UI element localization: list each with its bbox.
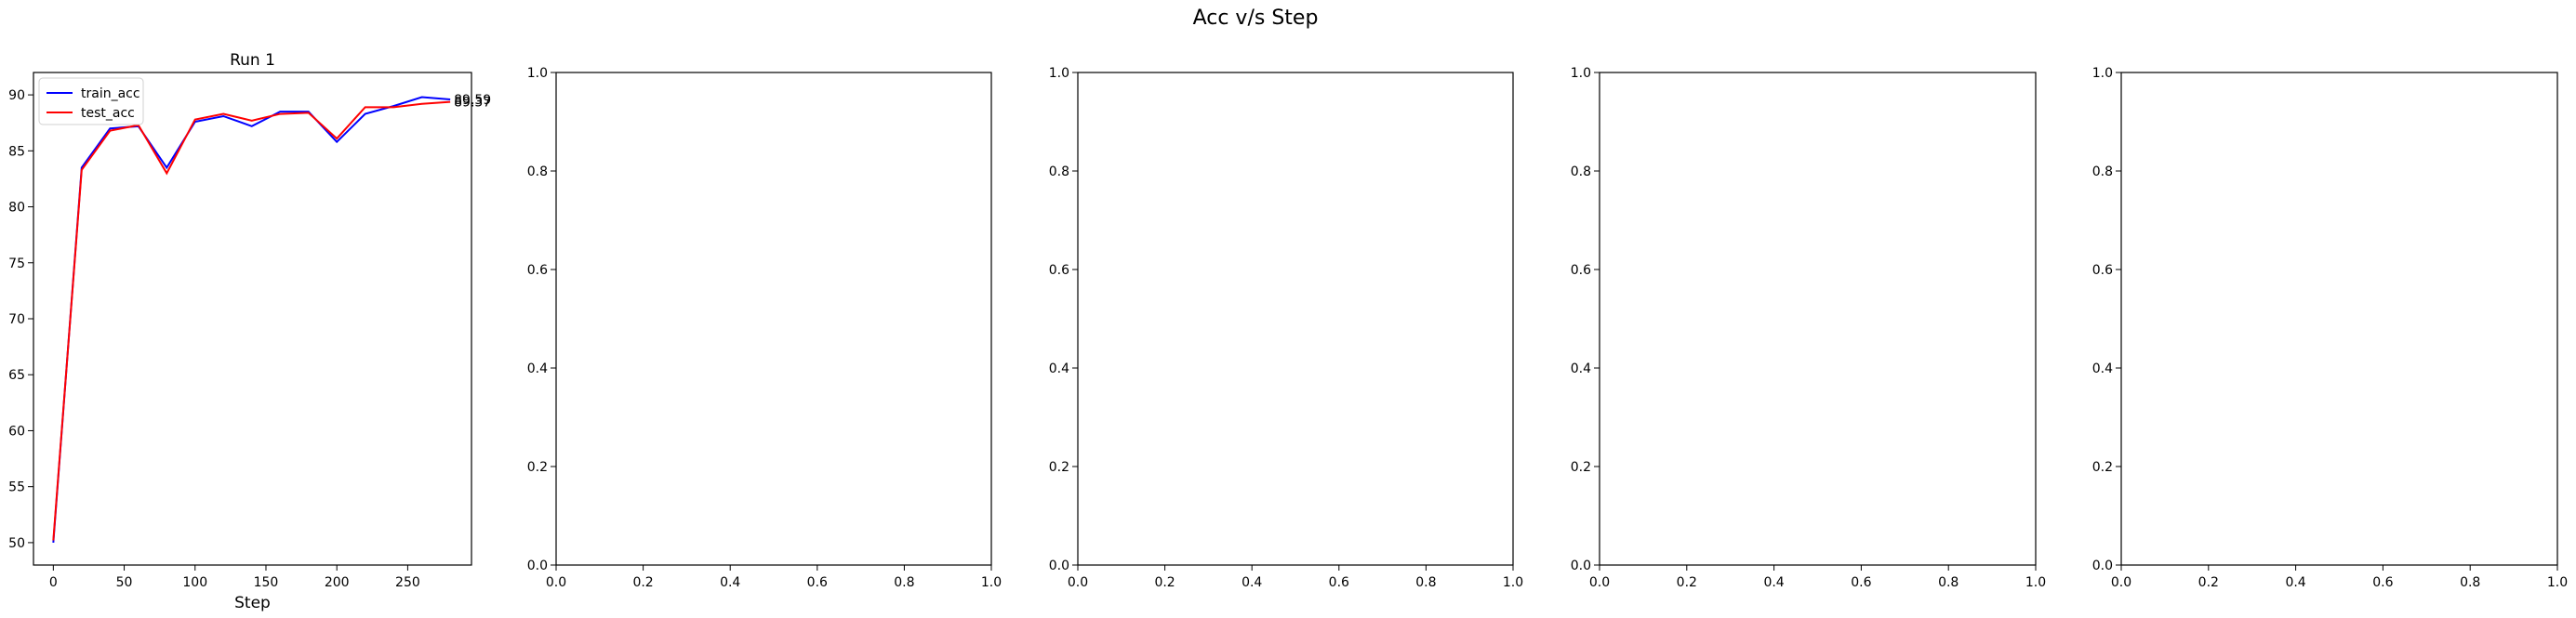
y-tick-label: 0.0 xyxy=(527,559,548,573)
y-tick-label: 1.0 xyxy=(527,66,548,81)
y-tick-label: 55 xyxy=(8,480,25,495)
x-tick-label: 0.6 xyxy=(1329,575,1349,590)
y-tick-label: 0.2 xyxy=(2092,460,2113,475)
x-tick-label: 100 xyxy=(182,575,207,590)
y-tick-label: 90 xyxy=(8,88,25,103)
x-tick-label: 0.6 xyxy=(807,575,828,590)
y-tick-label: 50 xyxy=(8,536,25,551)
x-tick-label: 0.0 xyxy=(2111,575,2131,590)
x-tick-label: 0.8 xyxy=(2460,575,2480,590)
x-axis-label: Step xyxy=(234,594,271,612)
series-line-test_acc xyxy=(52,100,451,541)
y-tick-label: 0.4 xyxy=(1049,362,1069,376)
y-tick-label: 0.6 xyxy=(1571,263,1591,278)
x-tick-label: 0.0 xyxy=(546,575,566,590)
y-tick-label: 0.0 xyxy=(1049,559,1069,573)
y-tick-label: 0.0 xyxy=(1571,559,1591,573)
y-tick-label: 0.2 xyxy=(1049,460,1069,475)
x-tick-label: 0.8 xyxy=(1938,575,1959,590)
y-tick-label: 1.0 xyxy=(1571,66,1591,81)
series-line-train_acc xyxy=(52,96,451,543)
x-tick-label: 0.4 xyxy=(720,575,740,590)
y-tick-label: 0.8 xyxy=(2092,164,2113,179)
y-tick-label: 75 xyxy=(8,256,25,271)
y-tick-label: 1.0 xyxy=(2092,66,2113,81)
x-tick-label: 1.0 xyxy=(2547,575,2568,590)
y-tick-label: 0.8 xyxy=(1571,164,1591,179)
x-tick-label: 0.6 xyxy=(1851,575,1871,590)
panel-5: 0.0 0.2 0.4 0.6 0.8 1.0 0.0 0.2 0.4 0.6 0.8 1.0 xyxy=(2092,66,2568,590)
x-tick-label: 200 xyxy=(325,575,350,590)
x-tick-label: 0.4 xyxy=(1242,575,1262,590)
x-tick-label: 0.0 xyxy=(1068,575,1088,590)
x-tick-label: 1.0 xyxy=(2025,575,2046,590)
end-value-label-test_acc: 89.37 xyxy=(454,96,491,111)
panel-title: Run 1 xyxy=(230,51,275,70)
x-tick-label: 1.0 xyxy=(1503,575,1523,590)
x-tick-label: 250 xyxy=(395,575,420,590)
axes-frame xyxy=(2120,72,2558,566)
x-tick-label: 50 xyxy=(116,575,133,590)
x-tick-label: 1.0 xyxy=(981,575,1002,590)
x-tick-label: 150 xyxy=(254,575,279,590)
x-tick-label: 0.2 xyxy=(632,575,653,590)
y-tick-label: 1.0 xyxy=(1049,66,1069,81)
x-tick-label: 0.2 xyxy=(1677,575,1697,590)
end-value-label-train_acc: 89.59 xyxy=(454,93,491,108)
y-tick-label: 65 xyxy=(8,368,25,383)
y-tick-label: 70 xyxy=(8,312,25,327)
y-tick-label: 0.4 xyxy=(1571,362,1591,376)
x-tick-label: 0.6 xyxy=(2372,575,2393,590)
y-tick-label: 85 xyxy=(8,144,25,159)
legend: train_acc test_acc xyxy=(38,77,144,125)
y-tick-label: 0.2 xyxy=(527,460,548,475)
panels: 0 50 100 150 200 250 50 55 60 65 70 75 80 85 90 Run 1 St… xyxy=(8,51,2568,612)
y-tick-label: 0.4 xyxy=(527,362,548,376)
figure-title: Acc v/s Step xyxy=(1193,7,1319,30)
x-tick-label: 0.8 xyxy=(894,575,914,590)
y-tick-label: 0.0 xyxy=(2092,559,2113,573)
legend-label-train_acc: train_acc xyxy=(81,86,140,101)
x-tick-label: 0.8 xyxy=(1415,575,1436,590)
axes-frame xyxy=(1599,72,2037,566)
y-tick-label: 0.8 xyxy=(527,164,548,179)
legend-label-test_acc: test_acc xyxy=(81,106,135,121)
x-tick-label: 0 xyxy=(49,575,58,590)
x-tick-label: 0.2 xyxy=(2198,575,2219,590)
panel-3: 0.0 0.2 0.4 0.6 0.8 1.0 0.0 0.2 0.4 0.6 0.8 1.0 xyxy=(1049,66,1523,590)
y-tick-label: 80 xyxy=(8,201,25,216)
y-tick-label: 0.6 xyxy=(2092,263,2113,278)
x-tick-label: 0.0 xyxy=(1589,575,1610,590)
axes-frame xyxy=(555,72,992,566)
y-tick-label: 60 xyxy=(8,424,25,439)
panel-4: 0.0 0.2 0.4 0.6 0.8 1.0 0.0 0.2 0.4 0.6 0.8 1.0 xyxy=(1571,66,2046,590)
y-tick-label: 0.6 xyxy=(1049,263,1069,278)
axes-frame xyxy=(1077,72,1514,566)
x-tick-label: 0.4 xyxy=(2285,575,2305,590)
y-tick-label: 0.2 xyxy=(1571,460,1591,475)
x-tick-label: 0.4 xyxy=(1763,575,1784,590)
y-tick-label: 0.6 xyxy=(527,263,548,278)
panel-1: 0 50 100 150 200 250 50 55 60 65 70 75 80 85 90 Run 1 St… xyxy=(8,51,491,612)
x-tick-label: 0.2 xyxy=(1154,575,1175,590)
panel-2: 0.0 0.2 0.4 0.6 0.8 1.0 0.0 0.2 0.4 0.6 0.8 1.0 xyxy=(527,66,1002,590)
y-tick-label: 0.8 xyxy=(1049,164,1069,179)
y-tick-label: 0.4 xyxy=(2092,362,2113,376)
